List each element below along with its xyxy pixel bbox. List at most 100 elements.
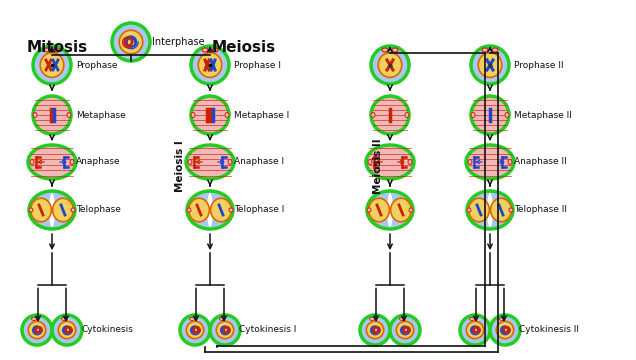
Ellipse shape (409, 208, 413, 212)
Ellipse shape (499, 318, 504, 320)
Text: Anaphase I: Anaphase I (234, 158, 284, 166)
Ellipse shape (119, 30, 142, 54)
Ellipse shape (180, 315, 210, 345)
Ellipse shape (62, 318, 67, 320)
Text: Mitosis: Mitosis (27, 40, 88, 54)
Ellipse shape (44, 48, 50, 52)
Ellipse shape (468, 159, 472, 165)
Ellipse shape (188, 159, 192, 165)
Ellipse shape (482, 48, 488, 52)
Ellipse shape (367, 191, 413, 229)
Ellipse shape (378, 53, 402, 77)
Ellipse shape (371, 96, 409, 134)
Ellipse shape (371, 112, 375, 117)
Ellipse shape (54, 48, 60, 52)
Ellipse shape (22, 315, 52, 345)
Ellipse shape (466, 145, 514, 179)
Ellipse shape (505, 112, 509, 117)
Ellipse shape (366, 321, 384, 339)
Text: Metaphase I: Metaphase I (234, 111, 289, 120)
Ellipse shape (211, 198, 232, 222)
Text: Interphase: Interphase (152, 37, 205, 47)
Ellipse shape (368, 159, 372, 165)
Ellipse shape (59, 321, 76, 339)
Ellipse shape (52, 315, 82, 345)
Ellipse shape (67, 112, 71, 117)
Ellipse shape (370, 318, 375, 320)
Ellipse shape (460, 315, 490, 345)
Ellipse shape (28, 321, 46, 339)
Ellipse shape (33, 112, 37, 117)
Ellipse shape (487, 193, 493, 227)
Ellipse shape (28, 145, 76, 179)
Ellipse shape (29, 191, 75, 229)
Ellipse shape (32, 318, 36, 320)
Ellipse shape (471, 112, 475, 117)
Ellipse shape (187, 191, 233, 229)
Ellipse shape (71, 208, 75, 212)
Text: Metaphase: Metaphase (76, 111, 126, 120)
Ellipse shape (33, 96, 71, 134)
Ellipse shape (396, 321, 413, 339)
Ellipse shape (216, 321, 233, 339)
Ellipse shape (408, 159, 412, 165)
Ellipse shape (478, 53, 502, 77)
Ellipse shape (490, 198, 511, 222)
Ellipse shape (469, 318, 474, 320)
Ellipse shape (191, 46, 229, 84)
Ellipse shape (202, 48, 208, 52)
Ellipse shape (212, 48, 218, 52)
Ellipse shape (508, 159, 512, 165)
Ellipse shape (467, 208, 471, 212)
Ellipse shape (496, 321, 514, 339)
Ellipse shape (471, 46, 509, 84)
Ellipse shape (382, 48, 388, 52)
Ellipse shape (30, 159, 34, 165)
Ellipse shape (367, 208, 371, 212)
Ellipse shape (225, 112, 229, 117)
Ellipse shape (509, 208, 513, 212)
Text: Telophase II: Telophase II (514, 206, 567, 215)
Ellipse shape (466, 321, 484, 339)
Ellipse shape (198, 53, 222, 77)
Ellipse shape (189, 198, 209, 222)
Ellipse shape (399, 318, 404, 320)
Ellipse shape (471, 96, 509, 134)
Ellipse shape (53, 198, 73, 222)
Ellipse shape (228, 159, 232, 165)
Text: Cytokinesis II: Cytokinesis II (519, 325, 579, 334)
Ellipse shape (392, 48, 398, 52)
Text: Prophase: Prophase (76, 60, 118, 69)
Ellipse shape (219, 318, 225, 320)
Ellipse shape (29, 208, 33, 212)
Text: Meiosis II: Meiosis II (373, 139, 383, 194)
Ellipse shape (49, 193, 55, 227)
Ellipse shape (33, 46, 71, 84)
Ellipse shape (391, 198, 411, 222)
Ellipse shape (369, 198, 389, 222)
Text: Anaphase II: Anaphase II (514, 158, 567, 166)
Ellipse shape (191, 112, 195, 117)
Ellipse shape (186, 321, 204, 339)
Text: Cytokinesis I: Cytokinesis I (239, 325, 296, 334)
Ellipse shape (490, 315, 520, 345)
Ellipse shape (405, 112, 409, 117)
Ellipse shape (492, 48, 498, 52)
Ellipse shape (210, 315, 240, 345)
Text: Anaphase: Anaphase (76, 158, 121, 166)
Ellipse shape (360, 315, 390, 345)
Ellipse shape (390, 315, 420, 345)
Ellipse shape (190, 318, 195, 320)
Text: Prophase II: Prophase II (514, 60, 563, 69)
Ellipse shape (187, 208, 191, 212)
Text: Telophase I: Telophase I (234, 206, 284, 215)
Ellipse shape (387, 193, 393, 227)
Ellipse shape (366, 145, 414, 179)
Ellipse shape (469, 198, 489, 222)
Ellipse shape (70, 159, 74, 165)
Text: Meiosis I: Meiosis I (175, 141, 185, 192)
Text: Telophase: Telophase (76, 206, 121, 215)
Ellipse shape (207, 193, 213, 227)
Text: Metaphase II: Metaphase II (514, 111, 572, 120)
Ellipse shape (31, 198, 52, 222)
